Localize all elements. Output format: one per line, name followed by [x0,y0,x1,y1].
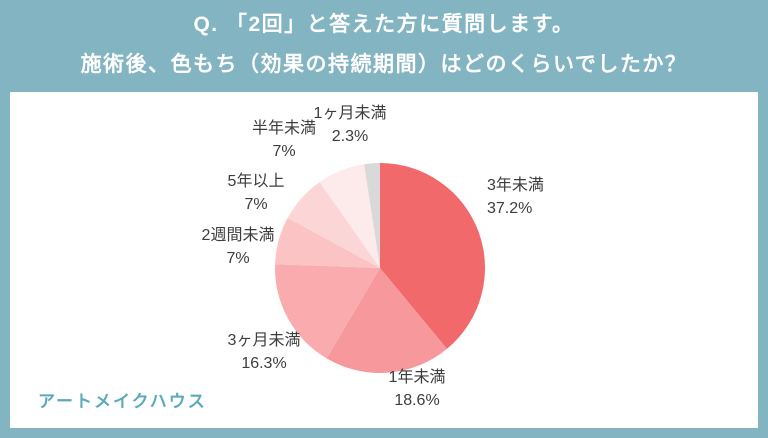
question-header: Q. 「2回」と答えた方に質問します。 施術後、色もち（効果の持続期間）はどのく… [0,0,768,92]
slice-name: 半年未満 [251,120,316,137]
slice-name: 3年未満 [487,177,544,194]
pie-label-under-1-month: 1ヶ月未満 2.3% [298,102,402,148]
slice-percent: 7% [244,196,268,213]
slice-name: 2週間未満 [201,227,275,244]
slice-percent: 7% [272,143,296,160]
slice-name: 1ヶ月未満 [313,105,387,122]
slice-percent: 18.6% [394,392,440,409]
pie-label-under-half-year: 半年未満 7% [238,117,330,163]
slice-name: 5年以上 [227,173,285,190]
question-line-2: 施術後、色もち（効果の持続期間）はどのくらいでしたか？ [80,53,688,76]
slice-percent: 16.3% [241,355,287,372]
pie-slice-6 [364,163,380,268]
pie-slice-1 [326,268,447,373]
pie-slice-0 [380,163,485,349]
slice-percent: 37.2% [487,200,533,217]
pie-slice-5 [319,164,380,268]
pie-slice-3 [275,217,380,268]
pie-chart [275,163,485,373]
pie-slice-2 [275,264,380,359]
brand-logo-text: アートメイクハウス [38,392,207,411]
pie-label-under-3-years: 3年未満 37.2% [487,174,607,220]
pie-label-under-1-year: 1年未満 18.6% [362,366,472,412]
pie-label-under-3-months: 3ヶ月未満 16.3% [208,329,320,375]
pie-label-over-5-years: 5年以上 7% [210,170,302,216]
slice-name: 3ヶ月未満 [227,332,301,349]
chart-card: 3年未満 37.2% 1年未満 18.6% 3ヶ月未満 16.3% 2週間未満 … [10,92,758,428]
pie-slice-4 [287,182,380,268]
question-line-1: Q. 「2回」と答えた方に質問します。 [193,13,575,36]
slice-percent: 2.3% [331,128,369,145]
pie-label-under-2-weeks: 2週間未満 7% [182,224,294,270]
slice-percent: 7% [226,250,250,267]
slice-name: 1年未満 [388,369,446,386]
